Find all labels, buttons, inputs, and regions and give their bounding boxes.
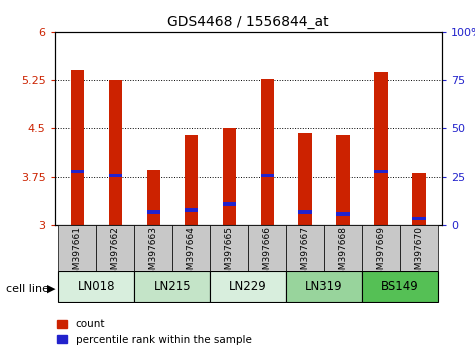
Bar: [147, 170, 160, 225]
Text: GSM397661: GSM397661: [73, 226, 82, 281]
FancyBboxPatch shape: [134, 225, 172, 271]
Text: LN229: LN229: [229, 280, 267, 293]
Text: GSM397669: GSM397669: [377, 226, 386, 281]
Text: BS149: BS149: [381, 280, 419, 293]
FancyBboxPatch shape: [324, 225, 362, 271]
Text: GSM397667: GSM397667: [301, 226, 310, 281]
Bar: [109, 80, 122, 225]
FancyBboxPatch shape: [210, 272, 286, 302]
Text: GSM397666: GSM397666: [263, 226, 272, 281]
FancyBboxPatch shape: [58, 225, 96, 271]
FancyBboxPatch shape: [286, 225, 324, 271]
Bar: [412, 173, 426, 225]
Text: GSM397663: GSM397663: [149, 226, 158, 281]
Bar: [374, 72, 388, 225]
Title: GDS4468 / 1556844_at: GDS4468 / 1556844_at: [167, 16, 329, 29]
Bar: [223, 129, 236, 225]
FancyBboxPatch shape: [400, 225, 438, 271]
Bar: [298, 210, 312, 214]
Bar: [412, 217, 426, 220]
Text: GSM397668: GSM397668: [339, 226, 348, 281]
Bar: [336, 212, 350, 216]
Bar: [260, 173, 274, 177]
FancyBboxPatch shape: [58, 272, 134, 302]
Bar: [298, 133, 312, 225]
Bar: [260, 79, 274, 225]
Bar: [374, 170, 388, 173]
Text: GSM397670: GSM397670: [415, 226, 424, 281]
Bar: [336, 135, 350, 225]
FancyBboxPatch shape: [362, 225, 400, 271]
FancyBboxPatch shape: [96, 225, 134, 271]
FancyBboxPatch shape: [362, 272, 438, 302]
Bar: [223, 202, 236, 206]
Text: LN319: LN319: [305, 280, 343, 293]
Bar: [109, 173, 122, 177]
Bar: [71, 70, 84, 225]
Text: ▶: ▶: [47, 284, 55, 293]
Text: GSM397665: GSM397665: [225, 226, 234, 281]
Text: LN215: LN215: [153, 280, 191, 293]
FancyBboxPatch shape: [248, 225, 286, 271]
Bar: [71, 170, 84, 173]
Bar: [185, 135, 198, 225]
FancyBboxPatch shape: [210, 225, 248, 271]
Bar: [185, 208, 198, 212]
FancyBboxPatch shape: [172, 225, 210, 271]
Legend: count, percentile rank within the sample: count, percentile rank within the sample: [53, 315, 256, 349]
Text: GSM397662: GSM397662: [111, 226, 120, 281]
FancyBboxPatch shape: [134, 272, 210, 302]
Text: GSM397664: GSM397664: [187, 226, 196, 281]
Bar: [147, 210, 160, 214]
FancyBboxPatch shape: [286, 272, 362, 302]
Text: LN018: LN018: [77, 280, 115, 293]
Text: cell line: cell line: [6, 284, 49, 293]
